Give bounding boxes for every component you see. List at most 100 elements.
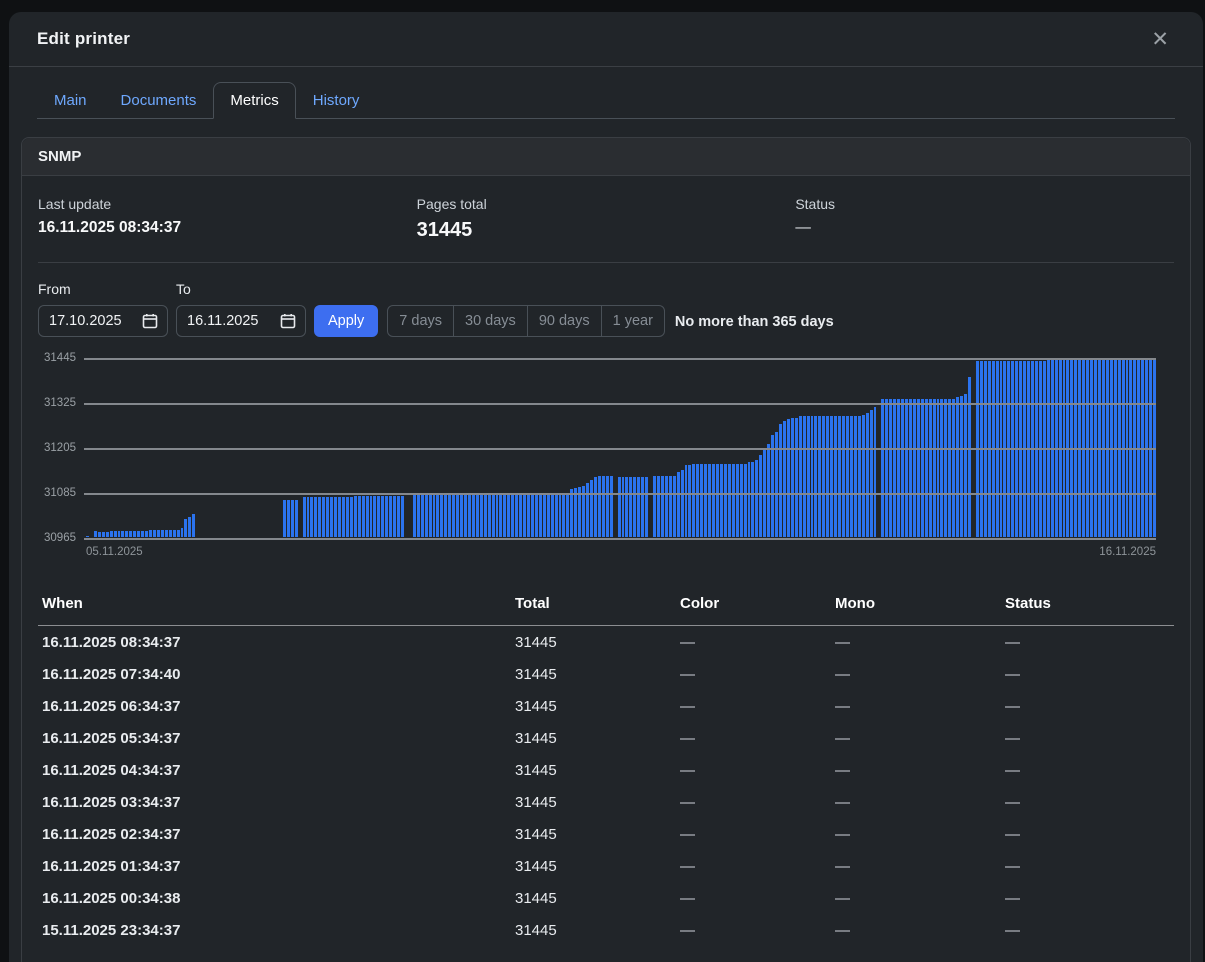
table-row: 16.11.2025 03:34:37 31445 — — — bbox=[38, 786, 1174, 818]
cell-mono: — bbox=[835, 633, 850, 651]
chart-bar bbox=[645, 476, 649, 537]
chart-bar bbox=[558, 494, 562, 537]
chart-bar bbox=[286, 499, 290, 537]
chart-bar bbox=[637, 476, 641, 537]
chart-bar bbox=[743, 463, 747, 537]
tab-history[interactable]: History bbox=[312, 92, 360, 109]
chart-bar bbox=[617, 476, 621, 537]
tab-documents[interactable]: Documents bbox=[120, 92, 197, 109]
chart-bar bbox=[341, 496, 345, 537]
chart-bar bbox=[593, 476, 597, 537]
stat-label: Pages total bbox=[416, 196, 487, 212]
to-date-value[interactable] bbox=[187, 313, 277, 329]
tabs-wrap: Main Documents Metrics History bbox=[9, 67, 1203, 119]
chart-bar bbox=[156, 530, 160, 537]
chart-bar bbox=[152, 530, 156, 537]
close-icon[interactable]: ✕ bbox=[1145, 25, 1175, 54]
cell-color: — bbox=[680, 729, 695, 747]
quick-range-7-days[interactable]: 7 days bbox=[388, 306, 453, 336]
chart-bar bbox=[897, 398, 901, 537]
cell-when: 16.11.2025 01:34:37 bbox=[42, 857, 181, 875]
chart-bar bbox=[609, 475, 613, 537]
modal-content: SNMP Last update 16.11.2025 08:34:37 Pages… bbox=[9, 119, 1203, 962]
chart-bar bbox=[676, 472, 680, 537]
chart-bar bbox=[562, 494, 566, 537]
cell-when: 15.11.2025 23:34:37 bbox=[42, 921, 181, 939]
chart-bar bbox=[779, 423, 782, 537]
cell-color: — bbox=[680, 825, 695, 843]
to-field: To bbox=[176, 281, 306, 337]
chart-bar bbox=[318, 496, 322, 537]
chart-bar bbox=[322, 496, 326, 537]
chart-bar bbox=[735, 463, 739, 537]
calendar-icon[interactable] bbox=[142, 313, 158, 329]
cell-when: 16.11.2025 03:34:37 bbox=[42, 793, 181, 811]
from-date-value[interactable] bbox=[49, 313, 139, 329]
chart-bar bbox=[377, 496, 381, 537]
chart-bar bbox=[684, 465, 688, 537]
chart-bar bbox=[444, 494, 448, 537]
chart-bar bbox=[936, 398, 940, 537]
calendar-icon[interactable] bbox=[280, 313, 296, 329]
to-date-input[interactable] bbox=[176, 305, 306, 337]
chart-bar bbox=[499, 494, 503, 537]
chart-bar bbox=[113, 531, 117, 537]
cell-mono: — bbox=[835, 825, 850, 843]
apply-button[interactable]: Apply bbox=[314, 305, 379, 337]
cell-mono: — bbox=[835, 793, 850, 811]
cell-mono: — bbox=[835, 921, 850, 939]
chart-bar bbox=[105, 531, 109, 537]
gridline bbox=[84, 493, 1156, 495]
cell-mono: — bbox=[835, 761, 850, 779]
quick-range-1-year[interactable]: 1 year bbox=[600, 306, 664, 336]
tab-metrics[interactable]: Metrics bbox=[213, 82, 296, 119]
cell-total: 31445 bbox=[515, 921, 557, 939]
chart-bar bbox=[802, 416, 806, 537]
cell-status: — bbox=[1005, 889, 1020, 907]
table-row: 16.11.2025 08:34:37 31445 — — — bbox=[38, 626, 1174, 658]
table-row: 16.11.2025 07:34:40 31445 — — — bbox=[38, 658, 1174, 690]
chart-bar bbox=[357, 496, 361, 537]
cell-when: 16.11.2025 02:34:37 bbox=[42, 825, 181, 843]
modal-header: Edit printer ✕ bbox=[9, 12, 1203, 67]
chart-bar bbox=[775, 432, 778, 537]
quick-range-90-days[interactable]: 90 days bbox=[526, 306, 601, 336]
chart-bar bbox=[424, 494, 428, 537]
table-header-row: When Total Color Mono Status bbox=[38, 589, 1174, 626]
from-field: From bbox=[38, 281, 168, 337]
table-row: 16.11.2025 02:34:37 31445 — — — bbox=[38, 818, 1174, 850]
chart-bar bbox=[948, 398, 952, 537]
chart-bar bbox=[582, 485, 586, 537]
chart-bar bbox=[621, 476, 625, 537]
tab-main[interactable]: Main bbox=[54, 92, 87, 109]
chart-bar bbox=[719, 463, 723, 537]
cell-total: 31445 bbox=[515, 665, 557, 683]
chart-bar bbox=[432, 494, 436, 537]
from-date-input[interactable] bbox=[38, 305, 168, 337]
chart-bar bbox=[574, 487, 578, 537]
chart-bar bbox=[952, 398, 956, 537]
chart-bar bbox=[696, 463, 700, 537]
chart-bar bbox=[806, 416, 810, 537]
gridline bbox=[84, 538, 1156, 540]
cell-color: — bbox=[680, 889, 695, 907]
chart-bar bbox=[290, 499, 294, 537]
cell-total: 31445 bbox=[515, 825, 557, 843]
cell-color: — bbox=[680, 921, 695, 939]
chart-bar bbox=[479, 494, 483, 537]
chart-plot bbox=[84, 358, 1156, 540]
cell-when: 16.11.2025 00:34:38 bbox=[42, 889, 181, 907]
cell-color: — bbox=[680, 633, 695, 651]
cell-color: — bbox=[680, 793, 695, 811]
chart-bar bbox=[554, 494, 558, 537]
table-body: 16.11.2025 08:34:37 31445— — —16.11.2025 07… bbox=[38, 626, 1174, 946]
quick-range-30-days[interactable]: 30 days bbox=[453, 306, 527, 336]
table-row: 16.11.2025 01:34:37 31445 — — — bbox=[38, 850, 1174, 882]
cell-when: 16.11.2025 06:34:37 bbox=[42, 697, 181, 715]
cell-status: — bbox=[1005, 761, 1020, 779]
cell-mono: — bbox=[835, 889, 850, 907]
chart-bar bbox=[633, 476, 637, 537]
chart-bar bbox=[704, 463, 708, 537]
table-row: 16.11.2025 05:34:37 31445 — — — bbox=[38, 722, 1174, 754]
chart-bar bbox=[688, 464, 692, 537]
